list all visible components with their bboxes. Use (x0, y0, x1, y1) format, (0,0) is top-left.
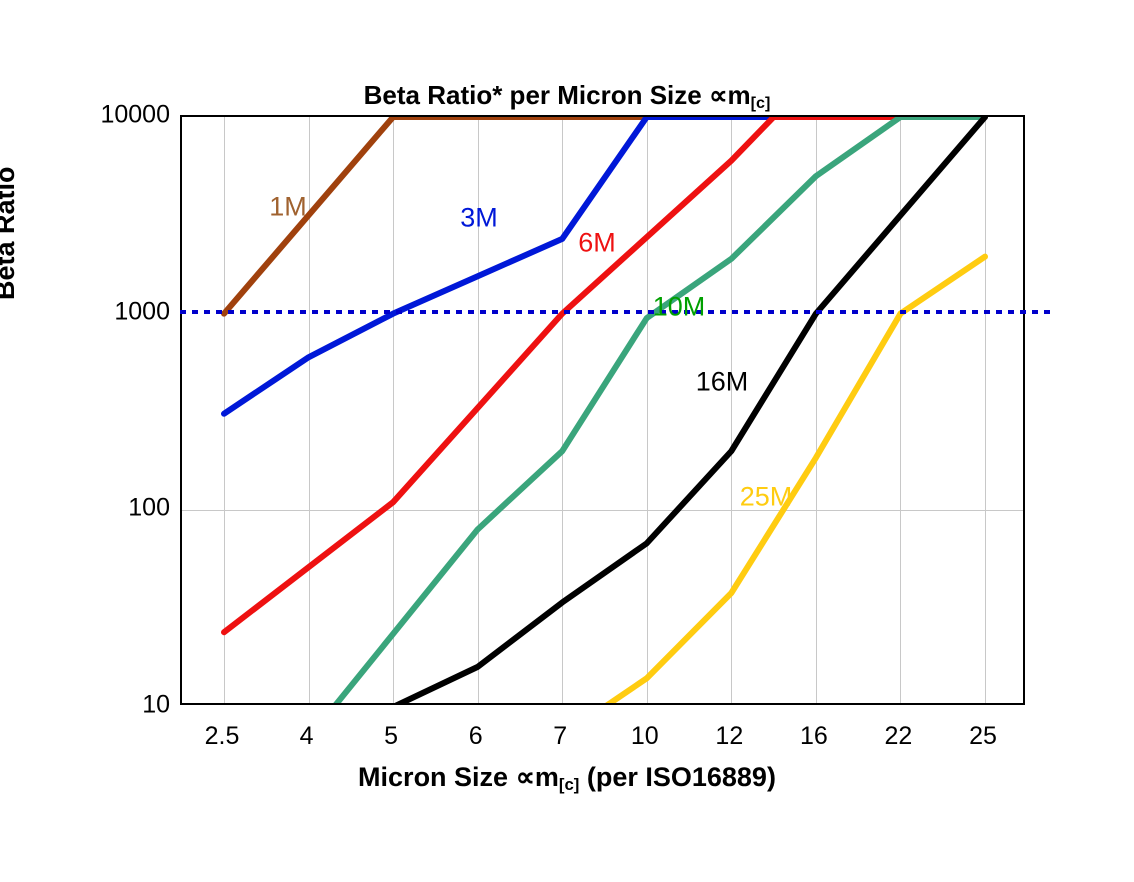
gridline-vertical (562, 117, 564, 703)
gridline-vertical (393, 117, 395, 703)
chart-title: Beta Ratio* per Micron Size ∝m[c] (0, 80, 1134, 113)
x-axis-tick-label: 6 (468, 722, 483, 750)
x-axis-tick-label: 22 (884, 722, 913, 750)
plot-inner (182, 117, 1023, 703)
series-line-3m (221, 117, 988, 417)
x-axis-title-subscript: [c] (558, 775, 580, 795)
gridline-vertical (308, 117, 310, 703)
proportional-symbol-icon: ∝ (708, 81, 728, 110)
x-axis-tick-label: 5 (384, 722, 399, 750)
x-axis-title-post: (per ISO16889) (579, 762, 776, 792)
gridline-vertical (646, 117, 648, 703)
y-axis-tick-label: 10 (142, 690, 170, 719)
gridline-vertical (731, 117, 733, 703)
gridline-vertical (815, 117, 817, 703)
gridline-horizontal (182, 510, 1023, 512)
series-line-16m (394, 117, 988, 703)
x-axis-title-unit: m (534, 762, 559, 792)
x-axis-tick-label: 2.5 (204, 722, 240, 750)
y-axis-title: Beta Ratio (0, 166, 20, 300)
x-axis-title-pre: Micron Size (358, 762, 516, 792)
plot-area (180, 115, 1025, 705)
reference-line-1000 (180, 310, 1054, 314)
x-axis-tick-label: 25 (969, 722, 997, 750)
x-axis-tick-label: 4 (299, 722, 314, 750)
series-line-6m (221, 117, 988, 636)
series-line-25m (605, 253, 988, 703)
y-axis-tick-label: 100 (128, 493, 170, 522)
x-axis-tick-label: 16 (799, 722, 828, 750)
chart-title-unit: m (727, 80, 751, 110)
series-layer (221, 117, 988, 703)
chart-title-subscript: [c] (750, 94, 771, 113)
proportional-symbol-icon: ∝ (515, 762, 535, 792)
x-axis-tick-label: 7 (553, 722, 568, 750)
chart-title-main: Beta Ratio* per Micron Size (363, 80, 709, 110)
gridline-vertical (900, 117, 902, 703)
gridline-vertical (985, 117, 986, 703)
x-axis-title: Micron Size ∝m[c] (per ISO16889) (0, 762, 1134, 795)
x-axis-tick-label: 10 (630, 722, 659, 750)
x-axis-tick-label: 12 (715, 722, 744, 750)
y-axis-tick-label: 1000 (114, 297, 170, 326)
series-line-10m (333, 117, 988, 703)
series-line-1m (221, 117, 988, 317)
